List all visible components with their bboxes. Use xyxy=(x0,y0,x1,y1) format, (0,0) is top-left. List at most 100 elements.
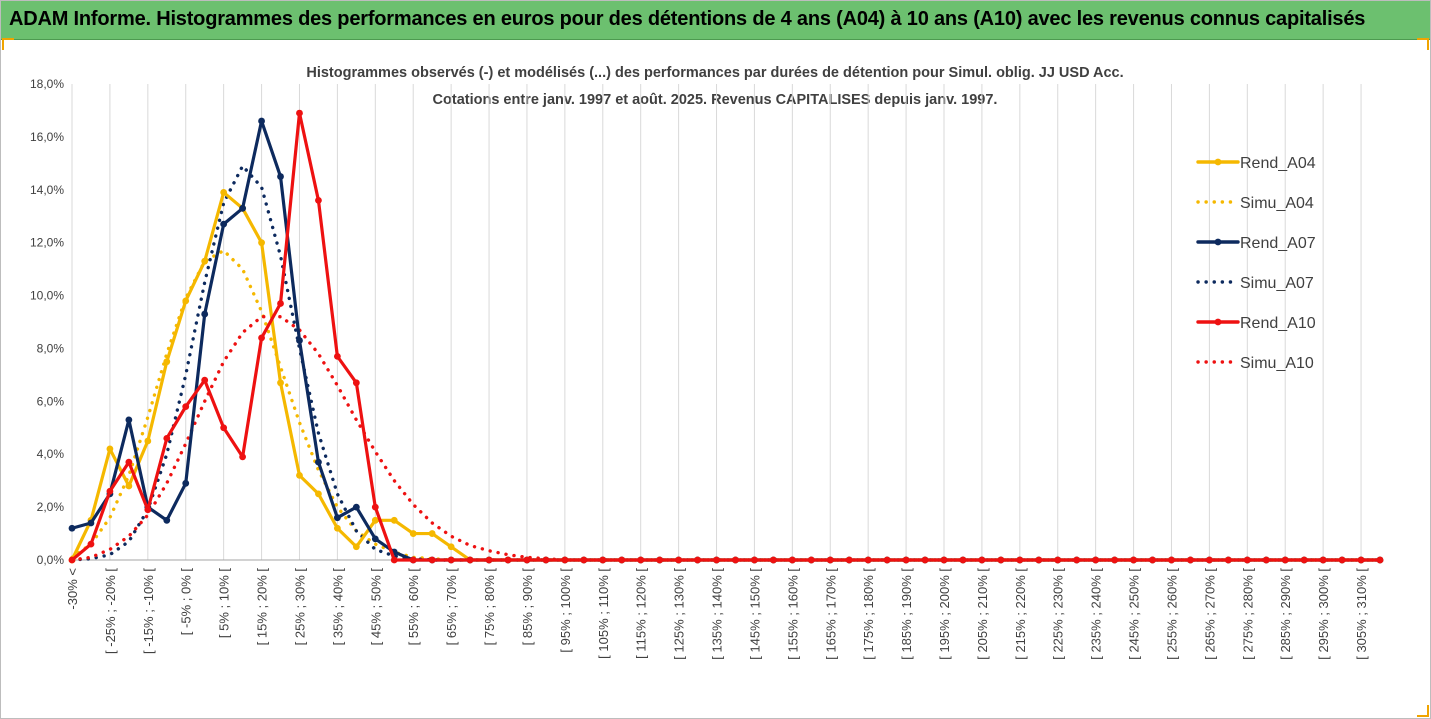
data-point xyxy=(1168,556,1175,564)
data-point xyxy=(371,503,379,511)
legend-marker xyxy=(1214,158,1222,166)
x-tick-label: [ 195% ; 200% [ xyxy=(937,568,952,660)
data-point xyxy=(902,556,910,564)
data-point xyxy=(220,220,228,228)
data-point xyxy=(409,556,417,564)
x-tick-label: [ 85% ; 90% [ xyxy=(520,568,535,646)
data-point xyxy=(371,535,379,543)
y-tick-label: 2,0% xyxy=(37,500,65,514)
data-point xyxy=(239,204,247,212)
data-point xyxy=(315,458,322,466)
x-tick-label: [ -25% ; -20% [ xyxy=(103,568,118,654)
data-point xyxy=(163,358,171,366)
legend-label: Rend_A07 xyxy=(1240,235,1316,252)
data-point xyxy=(807,556,815,564)
selection-handle-icon[interactable] xyxy=(1417,705,1429,717)
selection-handle-icon[interactable] xyxy=(2,38,14,50)
x-tick-label: [ 35% ; 40% [ xyxy=(330,568,345,646)
data-point xyxy=(997,556,1005,564)
y-tick-label: 6,0% xyxy=(37,394,65,408)
gridlines xyxy=(71,84,1362,560)
data-point xyxy=(201,376,209,384)
data-point xyxy=(87,540,95,548)
data-point xyxy=(959,556,967,564)
data-point xyxy=(125,482,133,490)
x-tick-label: [ 275% ; 280% [ xyxy=(1240,568,1255,660)
data-point xyxy=(864,556,872,564)
data-point xyxy=(883,556,891,564)
data-point xyxy=(599,556,607,564)
data-point xyxy=(296,109,303,117)
data-point xyxy=(315,196,322,204)
data-point xyxy=(447,543,455,551)
data-point xyxy=(163,434,171,442)
series xyxy=(68,109,1384,564)
data-point xyxy=(485,556,493,564)
data-point xyxy=(333,514,341,522)
data-point xyxy=(201,310,209,318)
data-point xyxy=(371,516,379,524)
data-point xyxy=(352,379,360,387)
chart-title-line-1: Histogrammes observés (-) et modélisés (… xyxy=(306,65,1123,81)
data-point xyxy=(258,117,265,125)
x-tick-label: [ 205% ; 210% [ xyxy=(975,568,990,660)
data-point xyxy=(1073,556,1081,564)
data-point xyxy=(87,519,95,527)
data-point xyxy=(1376,556,1384,564)
report-banner: ADAM Informe. Histogrammes des performan… xyxy=(1,1,1430,40)
data-point xyxy=(1357,556,1365,564)
data-point xyxy=(580,556,588,564)
data-point xyxy=(106,487,114,495)
x-tick-label: [ -5% ; 0% [ xyxy=(179,568,194,636)
data-point xyxy=(277,379,284,387)
x-tick-label: [ 225% ; 230% [ xyxy=(1051,568,1066,660)
legend-marker xyxy=(1214,238,1222,246)
data-point xyxy=(466,556,474,564)
x-tick-label: [ 185% ; 190% [ xyxy=(899,568,914,660)
series-line-simu_a07 xyxy=(70,164,1382,562)
data-point xyxy=(220,189,228,196)
data-point xyxy=(1224,556,1232,564)
data-point xyxy=(258,239,265,247)
selection-handle-icon[interactable] xyxy=(1417,38,1429,50)
data-point xyxy=(315,490,322,498)
data-point xyxy=(542,556,550,564)
data-point xyxy=(788,556,796,564)
data-point xyxy=(1054,556,1062,564)
data-point xyxy=(732,556,739,564)
series-line-simu_a10 xyxy=(70,315,1382,562)
y-tick-label: 12,0% xyxy=(30,236,64,250)
axes: -30% < [ -25% ; -20% [[ -15% ; -10% [[ -5… xyxy=(30,77,1380,660)
data-point xyxy=(428,530,436,537)
x-tick-label: [ 235% ; 240% [ xyxy=(1089,568,1104,660)
data-point xyxy=(561,556,569,564)
x-tick-label: [ 295% ; 300% [ xyxy=(1316,568,1331,660)
data-point xyxy=(182,403,190,411)
data-point xyxy=(1016,556,1024,564)
data-point xyxy=(1205,556,1213,564)
legend-label: Rend_A10 xyxy=(1240,315,1316,332)
data-point xyxy=(1035,556,1043,564)
legend: Rend_A04 Simu_A04 Rend_A07 Simu_A07 Rend_A10… xyxy=(1196,155,1316,372)
legend-label: Simu_A04 xyxy=(1240,195,1314,212)
data-point xyxy=(1300,556,1308,564)
legend-marker xyxy=(1214,318,1222,326)
legend-label: Simu_A10 xyxy=(1240,355,1314,372)
data-point xyxy=(826,556,834,564)
data-point xyxy=(125,458,133,466)
chart-title-line-2: Cotations entre janv. 1997 et août. 2025… xyxy=(433,92,998,108)
data-point xyxy=(277,300,284,307)
data-point xyxy=(921,556,929,564)
data-point xyxy=(277,173,284,180)
data-point xyxy=(656,556,664,564)
x-tick-label: [ 45% ; 50% [ xyxy=(368,568,383,646)
y-tick-label: 8,0% xyxy=(37,341,65,355)
series-line-rend_a04 xyxy=(70,190,1382,562)
x-tick-label: [ -15% ; -10% [ xyxy=(141,568,156,654)
data-point xyxy=(390,516,398,524)
x-tick-label: [ 165% ; 170% [ xyxy=(823,568,838,660)
data-point xyxy=(352,503,360,511)
series-line-rend_a07 xyxy=(70,119,1382,562)
x-tick-label: [ 5% ; 10% [ xyxy=(217,568,232,638)
